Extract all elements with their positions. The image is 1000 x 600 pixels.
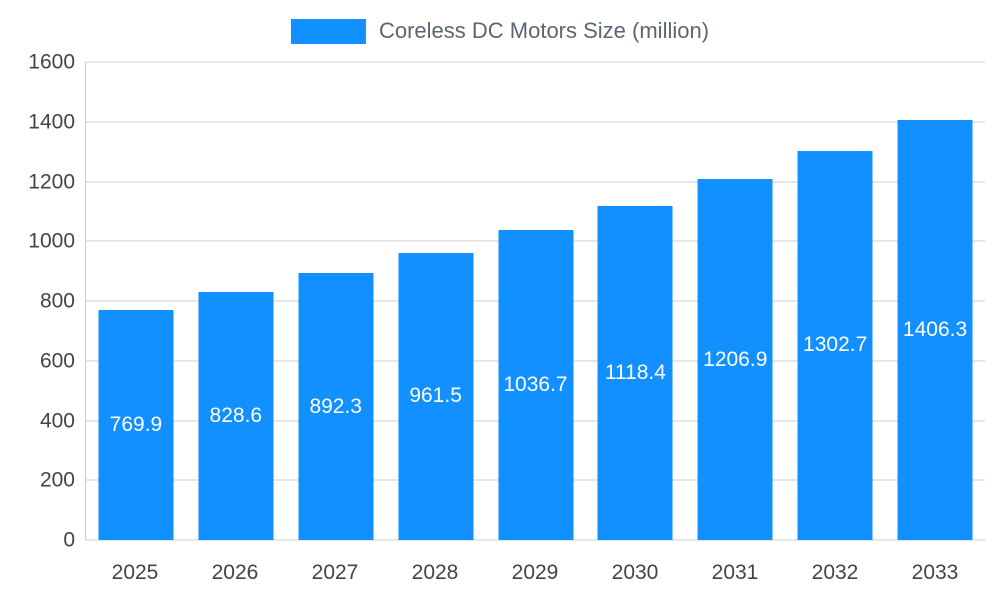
y-tick-label: 800 [39,289,75,313]
bar-2030[interactable]: 1118.4 [597,205,673,540]
y-tick-label: 1000 [28,229,75,253]
bar-2032[interactable]: 1302.7 [797,150,873,540]
x-tick-label: 2033 [911,561,959,584]
gridline [86,61,985,63]
bar-value-label: 769.9 [109,413,163,436]
bar-2025[interactable]: 769.9 [98,310,174,540]
y-tick-label: 1600 [28,50,75,74]
bar-2027[interactable]: 892.3 [298,273,374,540]
x-tick-label: 2028 [411,561,459,584]
y-tick-label: 600 [39,349,75,373]
x-tick-label: 2030 [611,561,659,584]
x-tick-label: 2031 [711,561,759,584]
x-tick-label: 2027 [311,561,359,584]
plot-area: 769.9 828.6 892.3 961.5 1036.7 1118.4 1206.9 13… [85,61,985,541]
bar-value-label: 1406.3 [902,317,968,341]
bar-value-label: 1118.4 [604,360,666,384]
gridline [86,181,985,182]
legend-swatch-icon [290,18,366,44]
x-tick-label: 2025 [111,561,159,584]
x-tick-label: 2032 [811,561,859,584]
bars: 769.9 828.6 892.3 961.5 1036.7 1118.4 1206.9 13… [86,62,985,540]
bar-2033[interactable]: 1406.3 [897,119,973,540]
bar-value-label: 828.6 [209,404,263,428]
gridline [86,539,985,541]
x-tick-label: 2026 [211,561,259,584]
y-tick-label: 1200 [28,170,75,193]
bar-2028[interactable]: 961.5 [398,252,474,540]
y-tick-label: 400 [39,409,75,432]
bar-value-label: 1206.9 [703,347,768,371]
x-axis-labels: 2025 2026 2027 2028 2029 2030 2031 2032 2033 [85,560,985,586]
y-tick-label: 200 [39,468,75,492]
bar-value-label: 961.5 [409,384,462,408]
legend[interactable]: Coreless DC Motors Size (million) [290,18,710,44]
bar-2029[interactable]: 1036.7 [498,230,573,540]
legend-label: Coreless DC Motors Size (million) [378,18,710,43]
bar-value-label: 1302.7 [803,333,868,357]
y-tick-label: 0 [63,528,75,552]
y-tick-label: 1400 [28,110,75,134]
bar-2026[interactable]: 828.6 [198,292,274,540]
bar-value-label: 892.3 [309,394,362,418]
x-tick-label: 2029 [511,561,559,584]
y-axis-labels: 0 200 400 600 800 1000 1200 1400 1600 [0,52,75,551]
bar-value-label: 1036.7 [503,373,568,397]
gridline [86,121,985,123]
bar-2031[interactable]: 1206.9 [697,179,773,540]
